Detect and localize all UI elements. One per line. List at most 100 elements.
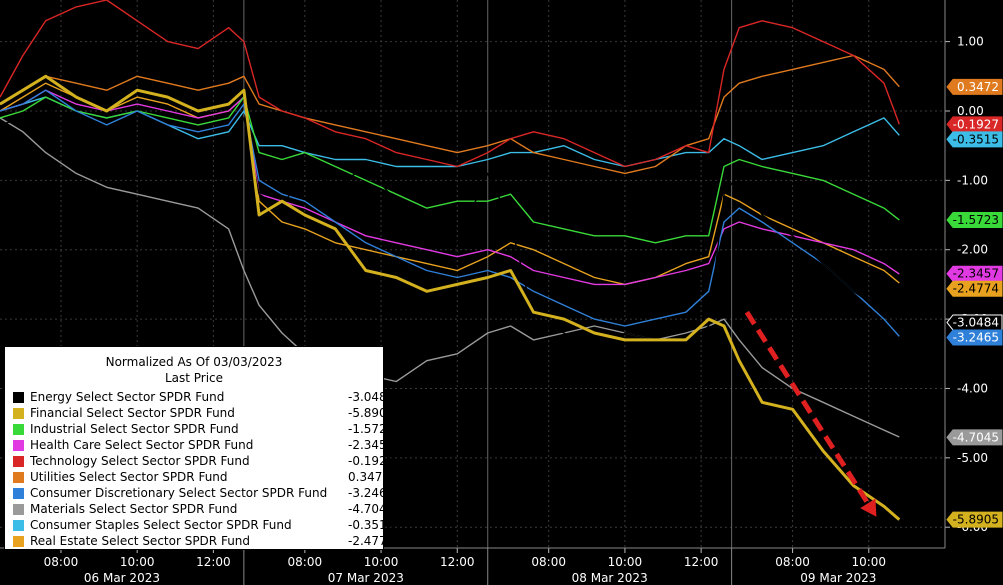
series-line: [0, 96, 900, 244]
x-day-label: 08 Mar 2023: [572, 571, 648, 585]
x-tick-label: 08:00: [44, 555, 79, 569]
series-line: [0, 89, 900, 286]
x-tick-label: 10:00: [851, 555, 886, 569]
tag-background: [946, 131, 1003, 148]
legend-series-value: -3.0484: [348, 390, 395, 404]
x-tick-label: 12:00: [684, 555, 719, 569]
tag-value: -2.3457: [953, 267, 999, 281]
legend-swatch: [13, 503, 24, 515]
series-line: [0, 117, 900, 438]
downtrend-arrow: [744, 310, 877, 517]
y-tick-label: -2.00: [957, 243, 988, 257]
y-tick-label: -5.00: [957, 451, 988, 465]
legend-series-value: -2.3457: [348, 438, 395, 452]
tag-value: 0.3472: [957, 80, 999, 94]
series-line: [0, 0, 900, 168]
legend: Normalized As Of 03/03/2023 Last Price E…: [4, 346, 394, 550]
tag-value: -2.4774: [953, 282, 999, 296]
legend-swatch: [13, 535, 24, 547]
x-tick-label: 08:00: [531, 555, 566, 569]
legend-series-value: -4.7045: [348, 502, 395, 516]
x-day-label: 07 Mar 2023: [328, 571, 404, 585]
legend-item: Technology Select Sector SPDR Fund -0.192…: [13, 453, 394, 469]
legend-item: Health Care Select Sector SPDR Fund -2.34…: [13, 437, 394, 453]
legend-swatch: [13, 519, 24, 531]
legend-series-name: Industrial Select Sector SPDR Fund: [30, 422, 239, 436]
arrow-shaft: [744, 310, 870, 505]
y-tick-label: -4.00: [957, 381, 988, 395]
tag-background: [946, 314, 1003, 331]
legend-rows: Energy Select Sector SPDR Fund -3.0484 Fin…: [5, 386, 394, 549]
tag-value: -0.1927: [953, 117, 999, 131]
legend-item: Consumer Discretionary Select Sector SPD…: [13, 485, 394, 501]
legend-series-value: -0.1927: [348, 454, 395, 468]
legend-swatch: [13, 391, 24, 403]
legend-series-value: -3.2465: [348, 486, 395, 500]
legend-series-name: Health Care Select Sector SPDR Fund: [30, 438, 254, 452]
y-tick-label: 1.00: [957, 35, 984, 49]
legend-swatch: [13, 455, 24, 467]
tag-value: -5.8905: [953, 513, 999, 527]
x-tick-label: 08:00: [288, 555, 323, 569]
legend-swatch: [13, 471, 24, 483]
legend-series-name: Financial Select Sector SPDR Fund: [30, 406, 235, 420]
legend-series-value: 0.3472: [348, 470, 390, 484]
legend-item: Financial Select Sector SPDR Fund -5.8905: [13, 405, 394, 421]
series-line: [0, 54, 900, 175]
legend-item: Materials Select Sector SPDR Fund -4.7045: [13, 501, 394, 517]
legend-swatch: [13, 439, 24, 451]
tag-value: -1.5723: [953, 213, 999, 227]
tag-background: [946, 429, 1003, 446]
tag-value: -3.0484: [953, 315, 999, 329]
tag-value: -3.2465: [953, 330, 999, 344]
arrow-head: [860, 498, 877, 517]
legend-series-name: Energy Select Sector SPDR Fund: [30, 390, 225, 404]
tag-value: -4.7045: [953, 430, 999, 444]
last-price-tag: -0.3515: [946, 131, 1003, 148]
legend-series-name: Consumer Staples Select Sector SPDR Fund: [30, 518, 292, 532]
y-tick-label: 0.00: [957, 104, 984, 118]
y-tick-label: -1.00: [957, 173, 988, 187]
last-price-tag: 0.3472: [946, 78, 1003, 95]
tag-background: [946, 265, 1003, 282]
series-line: [0, 82, 900, 286]
x-tick-label: 08:00: [775, 555, 810, 569]
legend-series-name: Real Estate Select Sector SPDR Fund: [30, 534, 251, 548]
series-line: [0, 89, 900, 337]
last-price-tag: -4.7045: [946, 429, 1003, 446]
x-tick-label: 10:00: [364, 555, 399, 569]
tag-background: [946, 78, 1003, 95]
tag-background: [946, 116, 1003, 133]
legend-swatch: [13, 487, 24, 499]
legend-item: Industrial Select Sector SPDR Fund -1.572…: [13, 421, 394, 437]
series-lines: [0, 0, 901, 521]
x-tick-label: 12:00: [196, 555, 231, 569]
tag-background: [946, 329, 1003, 346]
legend-series-value: -2.4774: [348, 534, 395, 548]
tag-background: [946, 212, 1003, 229]
x-tick-label: 12:00: [440, 555, 475, 569]
legend-series-name: Technology Select Sector SPDR Fund: [30, 454, 250, 468]
last-price-tag: -2.4774: [946, 280, 1003, 297]
legend-series-value: -5.8905: [348, 406, 395, 420]
tag-background: [946, 280, 1003, 297]
legend-item: Consumer Staples Select Sector SPDR Fund…: [13, 517, 394, 533]
legend-title: Normalized As Of 03/03/2023: [105, 355, 283, 369]
x-tick-label: 10:00: [608, 555, 643, 569]
tag-background: [946, 511, 1003, 528]
last-price-tag: -3.0484: [946, 314, 1003, 331]
last-price-tag: -0.1927: [946, 116, 1003, 133]
legend-series-name: Materials Select Sector SPDR Fund: [30, 502, 238, 516]
last-price-tag: -5.8905: [946, 511, 1003, 528]
legend-swatch: [13, 407, 24, 419]
legend-series-name: Consumer Discretionary Select Sector SPD…: [30, 486, 328, 500]
x-tick-label: 10:00: [120, 555, 155, 569]
x-axis: 08:00 10:00 12:00 08:00 10:00 12:00 08:00 10:00…: [0, 547, 945, 585]
last-price-tags: 0.3472 -0.1927-0.3515 -1.5723 -2.3457-2.477…: [946, 78, 1003, 528]
legend-series-value: -0.3515: [348, 518, 395, 532]
legend-item: Real Estate Select Sector SPDR Fund -2.47…: [13, 533, 394, 549]
legend-series-value: -1.5723: [348, 422, 395, 436]
series-line: [0, 103, 900, 355]
x-day-label: 06 Mar 2023: [84, 571, 160, 585]
legend-item: Utilities Select Sector SPDR Fund 0.3472: [13, 469, 390, 485]
